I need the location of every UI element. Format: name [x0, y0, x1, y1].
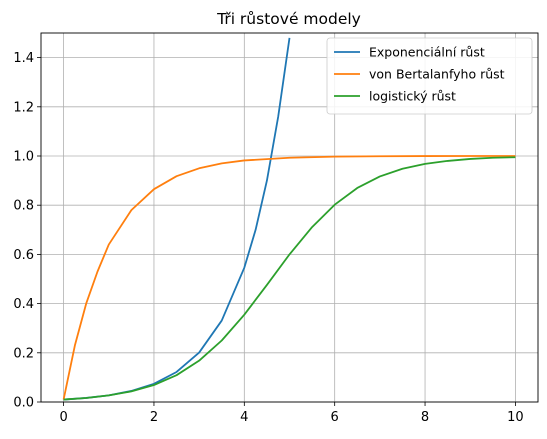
y-tick-label: 1.4 — [13, 51, 34, 66]
y-tick-label: 0.8 — [13, 199, 34, 214]
x-tick-label: 4 — [240, 410, 248, 425]
x-tick-label: 10 — [507, 410, 524, 425]
y-tick-label: 1.0 — [13, 150, 34, 165]
legend-label-2: logistický růst — [369, 89, 456, 104]
legend-label-1: von Bertalanfyho růst — [369, 67, 505, 82]
y-tick-label: 0.0 — [13, 396, 34, 411]
x-tick-label: 6 — [331, 410, 339, 425]
x-tick-label: 8 — [421, 410, 429, 425]
x-tick-label: 2 — [150, 410, 158, 425]
y-tick-label: 0.6 — [13, 248, 34, 263]
chart-title: Tři růstové modely — [216, 10, 361, 28]
y-tick-label: 0.2 — [13, 346, 34, 361]
x-tick-label: 0 — [59, 410, 67, 425]
y-tick-label: 0.4 — [13, 297, 34, 312]
legend: Exponenciální růst von Bertalanfyho růst l… — [327, 38, 532, 114]
y-tick-label: 1.2 — [13, 100, 34, 115]
legend-label-0: Exponenciální růst — [369, 45, 485, 60]
